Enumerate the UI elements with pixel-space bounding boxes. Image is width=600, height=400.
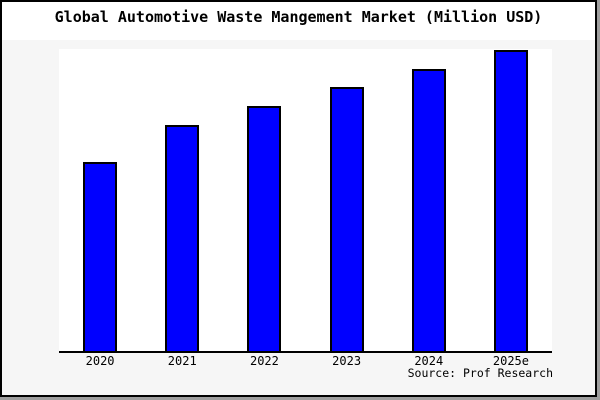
x-tick-label-2021: 2021 [167,354,197,368]
bar-2022 [247,105,282,351]
bar-2021 [165,125,200,351]
chart-panel: 2020 2021 2022 2023 2024 2025e Source: Prof R… [2,40,595,395]
source-credit: Source: Prof Research [407,366,553,380]
x-tick-label-2020: 2020 [85,354,115,368]
x-tick-label-2025e: 2025e [492,354,529,368]
bars-container [59,49,552,351]
x-axis-labels: 2020 2021 2022 2023 2024 2025e [59,354,552,369]
x-tick-label-2022: 2022 [249,354,279,368]
x-tick-label-2023: 2023 [332,354,362,368]
chart-title: Global Automotive Waste Mangement Market… [54,8,543,26]
bar-2024 [411,68,446,351]
bar-2025e [493,49,528,351]
x-tick-label-2024: 2024 [414,354,444,368]
bar-2020 [83,161,118,351]
plot-area [59,49,552,353]
bar-2023 [329,86,364,351]
